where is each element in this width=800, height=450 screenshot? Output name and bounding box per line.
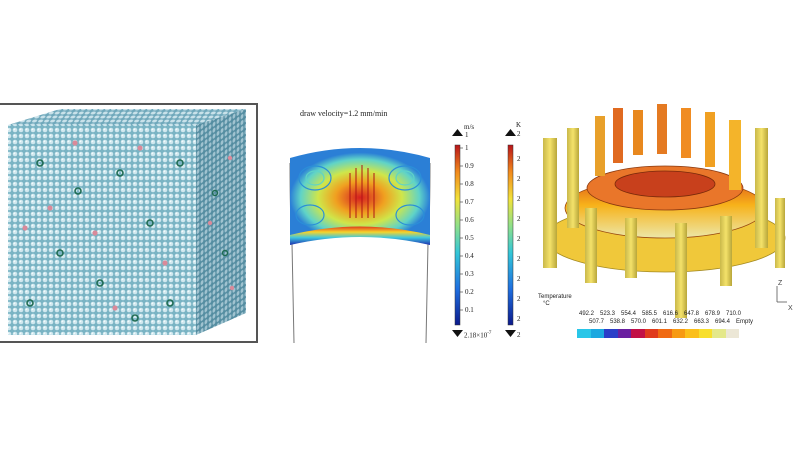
- atomic-lattice-panel: [0, 103, 258, 343]
- legend-tick-bottom: Empty: [736, 319, 754, 325]
- legend-tick-top: 585.5: [642, 311, 658, 317]
- legend-swatch: [644, 329, 658, 338]
- legend-tick-top: 710.0: [726, 311, 742, 317]
- velocity-tick-label: 0.5: [465, 234, 474, 242]
- velocity-tick-label: 0.2: [465, 288, 474, 296]
- flow-field-plot: [289, 129, 516, 343]
- legend-tick-bottom: 570.0: [631, 319, 647, 325]
- temperature-tick-label: 2: [517, 195, 521, 203]
- frame-right-line: [256, 103, 258, 343]
- temperature-top-value: 2: [517, 130, 521, 138]
- velocity-tick-label: 0.7: [465, 198, 474, 206]
- temperature-tick-label: 2: [517, 255, 521, 263]
- temperature-tick-label: 2: [517, 275, 521, 283]
- legend-swatch: [604, 329, 618, 338]
- velocity-unit-label: m/s: [464, 123, 475, 131]
- velocity-tick-label: 0.6: [465, 216, 474, 224]
- legend-tick-bottom: 538.8: [610, 319, 626, 325]
- legend-swatch: [658, 329, 672, 338]
- legend-tick-bottom: 663.3: [694, 319, 710, 325]
- legend-tick-bottom: 507.7: [589, 319, 605, 325]
- temperature-unit-label: K: [516, 121, 522, 129]
- legend-swatch: [590, 329, 604, 338]
- temperature-tick-label: 2: [517, 235, 521, 243]
- velocity-tick-label: 0.8: [465, 180, 474, 188]
- legend-tick-bottom: 632.2: [673, 319, 689, 325]
- legend-tick-top: 647.8: [684, 311, 700, 317]
- temperature-bottom-value: 2: [517, 331, 521, 339]
- legend-tick-top: 523.3: [600, 311, 616, 317]
- legend-swatch: [671, 329, 685, 338]
- frame-bottom-line: [0, 341, 258, 343]
- legend-swatch: [631, 329, 645, 338]
- casting-model-image: [543, 104, 786, 318]
- velocity-tick-label: 0.9: [465, 162, 474, 170]
- velocity-bottom-value: 2.18×10-7: [464, 331, 491, 339]
- legend-swatch: [577, 329, 591, 338]
- legend-swatch: [712, 329, 726, 338]
- legend-swatch: [725, 329, 739, 338]
- velocity-tick-label: 1: [465, 144, 469, 152]
- legend-unit: °C: [543, 301, 550, 307]
- casting-temperature-panel: Temperature °C 492.2 523.3 554.4 585.5 616.6…: [525, 98, 800, 343]
- legend-tick-bottom: 601.1: [652, 319, 668, 325]
- legend-tick-top: 678.9: [705, 311, 721, 317]
- legend-swatch: [685, 329, 699, 338]
- axis-z-label: Z: [778, 280, 783, 287]
- legend-tick-top: 492.2: [579, 311, 595, 317]
- velocity-top-value: 1: [465, 131, 469, 139]
- legend-swatch: [617, 329, 631, 338]
- velocity-tick-label: 0.3: [465, 270, 474, 278]
- velocity-bottom-exponent: -7: [487, 331, 492, 336]
- temperature-tick-label: 2: [517, 295, 521, 303]
- axis-x-label: X: [788, 305, 793, 312]
- legend-tick-top: 616.6: [663, 311, 679, 317]
- frame-top-line: [0, 103, 258, 105]
- temperature-tick-label: 2: [517, 215, 521, 223]
- legend-tick-bottom: 694.4: [715, 319, 731, 325]
- lattice-cube-image: [8, 109, 246, 335]
- riser-columns: [543, 104, 785, 318]
- draw-velocity-caption: draw velocity=1.2 mm/min: [300, 109, 388, 118]
- velocity-bottom-mantissa: 2.18×10: [464, 331, 488, 340]
- velocity-tick-label: 0.1: [465, 306, 474, 314]
- legend-swatch: [698, 329, 712, 338]
- temperature-tick-label: 2: [517, 175, 521, 183]
- legend-title: Temperature: [538, 294, 572, 300]
- axis-triad: [776, 286, 787, 303]
- defect-markers: [22, 140, 235, 322]
- velocity-tick-label: 0.4: [465, 252, 474, 260]
- flow-field-panel: draw velocity=1.2 mm/min: [260, 103, 525, 343]
- temperature-tick-label: 2: [517, 315, 521, 323]
- legend-tick-top: 554.4: [621, 311, 637, 317]
- temperature-tick-label: 2: [517, 155, 521, 163]
